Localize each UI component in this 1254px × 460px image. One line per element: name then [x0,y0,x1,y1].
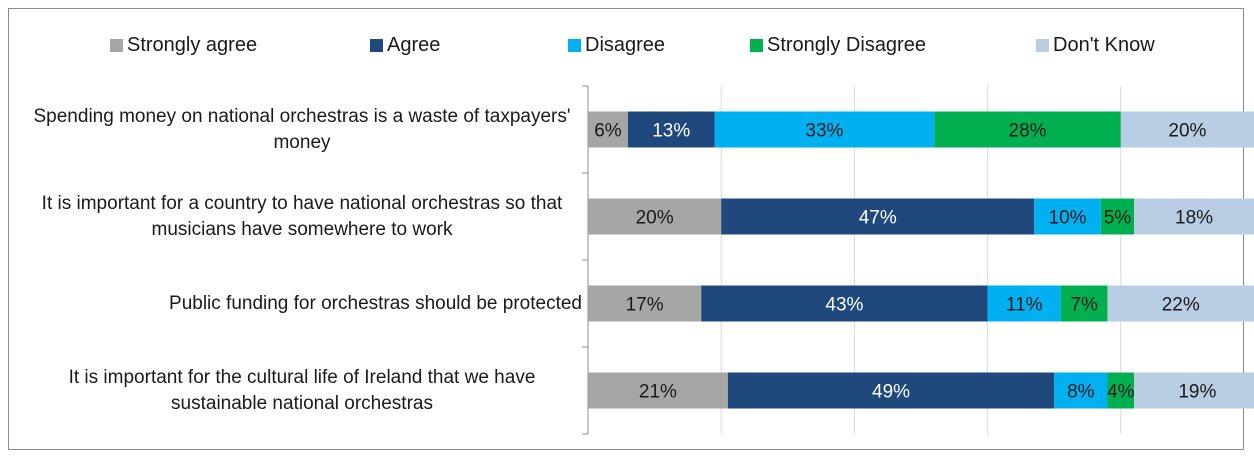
legend-swatch [750,38,763,52]
data-label: 28% [1009,121,1047,142]
bar-segment [588,111,628,148]
data-label: 8% [1067,382,1095,403]
data-label: 7% [1070,295,1098,316]
legend-swatch [110,38,123,52]
bar-segment [721,198,1035,235]
legend-swatch [568,38,581,52]
data-label: 20% [636,208,674,229]
bar-segment [701,285,988,322]
data-label: 47% [859,208,897,229]
data-label: 18% [1175,208,1213,229]
category-axis [582,85,589,435]
data-label: 49% [872,382,910,403]
chart-legend: Strongly agree Agree Disagree Strongly Disa… [0,28,1254,62]
legend-item: Disagree [568,28,665,62]
bar-segment [627,111,715,148]
bars: 6% 13% 33% 28% 20% 20% 47% 10% 5% 18% 17% 43% 11% 7% 2… [588,111,1254,409]
legend-label: Agree [387,33,441,56]
data-label: 10% [1049,208,1087,229]
data-label: 11% [1006,295,1043,316]
bar-segment [588,372,728,409]
data-label: 5% [1104,208,1132,229]
data-label: 33% [805,121,843,142]
bar-segment [1134,372,1254,409]
legend-item: Agree [370,28,440,62]
data-label: 22% [1162,295,1200,316]
bar-segment [1107,285,1254,322]
data-label: 13% [652,121,690,142]
legend-label: Strongly Disagree [767,33,926,56]
data-label: 20% [1168,121,1206,142]
bar-segment [727,372,1055,409]
bar-segment [1120,111,1254,148]
legend-label: Disagree [585,33,666,56]
legend-item: Strongly agree [110,28,257,62]
bar-segment [1134,198,1254,235]
legend-label: Don't Know [1053,33,1155,56]
data-label: 17% [626,295,664,316]
category-label: It is important for the cultural life of… [68,366,536,414]
bar-segment [987,285,1061,322]
bar-segment [588,285,702,322]
bar-segment [714,111,935,148]
bar-segment [1107,372,1135,409]
bar-segment [934,111,1121,148]
bar-segment [1100,198,1135,235]
data-label: 43% [825,295,863,316]
data-label: 21% [639,382,677,403]
legend-swatch [1036,38,1049,52]
bar-segment [1034,198,1101,235]
data-label: 19% [1178,382,1216,403]
legend-item: Strongly Disagree [750,28,926,62]
category-label: Spending money on national orchestras is… [33,105,571,153]
data-label: 4% [1107,382,1135,403]
bar-segment [588,198,722,235]
data-label: 6% [594,121,622,142]
legend-swatch [370,38,383,52]
category-label: It is important for a country to have na… [41,192,563,240]
bar-segment [1060,285,1108,322]
legend-label: Strongly agree [127,33,258,56]
category-label: Public funding for orchestras should be … [169,292,582,314]
legend-item: Don't Know [1036,28,1155,62]
bar-segment [1054,372,1108,409]
